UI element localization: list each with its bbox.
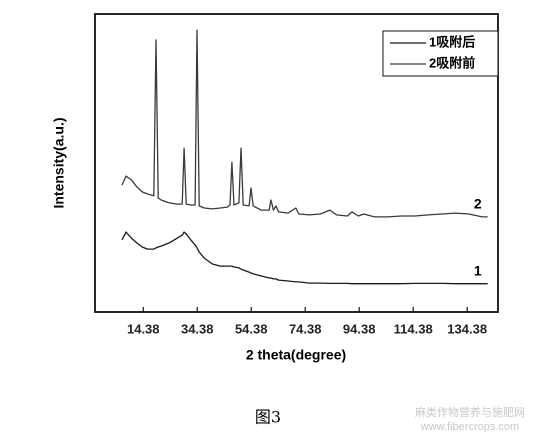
x-tick-label: 14.38 bbox=[127, 321, 160, 336]
x-tick-label: 114.38 bbox=[394, 321, 433, 336]
series-line bbox=[121, 29, 488, 218]
legend-box bbox=[382, 30, 499, 77]
x-tick-label: 94.38 bbox=[343, 321, 376, 336]
x-tick-label: 54.38 bbox=[235, 321, 268, 336]
series-line bbox=[121, 231, 488, 285]
x-axis-title: 2 theta(degree) bbox=[246, 347, 346, 363]
x-tick-label: 134.38 bbox=[447, 321, 487, 336]
watermark: 麻类作物营养与施肥网 bbox=[415, 405, 525, 419]
series-label: 1 bbox=[474, 262, 482, 278]
y-axis-title: Intensity(a.u.) bbox=[51, 117, 67, 208]
legend-label: 2吸附前 bbox=[429, 55, 475, 70]
x-tick-label: 34.38 bbox=[181, 321, 214, 336]
series-label: 2 bbox=[474, 196, 482, 212]
legend-label: 1吸附后 bbox=[429, 34, 475, 49]
plot-frame bbox=[94, 13, 499, 313]
caption: 图3 bbox=[255, 408, 281, 427]
watermark: www.fibercrops.com bbox=[420, 421, 519, 433]
x-tick-label: 74.38 bbox=[289, 321, 322, 336]
